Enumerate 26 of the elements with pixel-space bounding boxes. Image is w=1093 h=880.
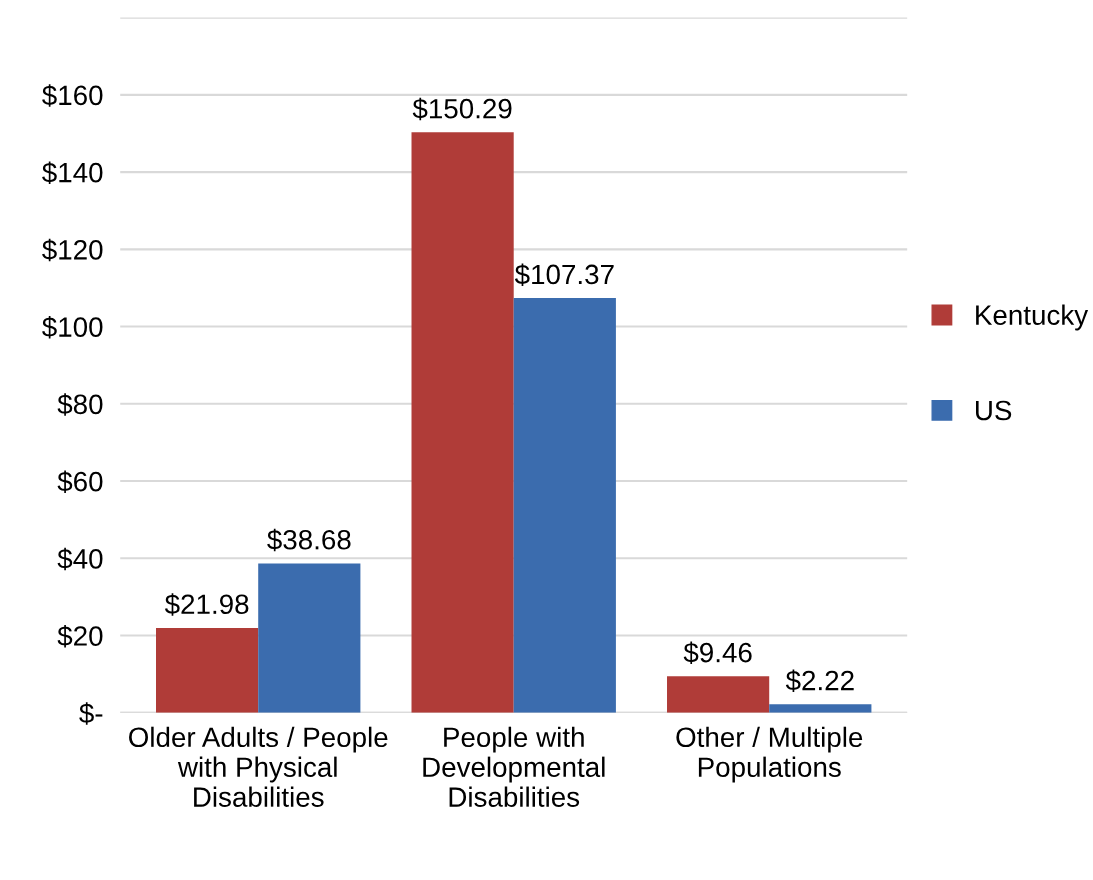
bar [769, 704, 872, 713]
y-tick-label: $60 [57, 470, 103, 494]
data-label: $2.22 [785, 669, 854, 693]
data-label: $150.29 [412, 97, 512, 121]
bar [667, 676, 770, 713]
y-tick-label: $120 [42, 238, 103, 262]
data-label: $21.98 [164, 593, 249, 616]
y-tick-label: $40 [57, 547, 103, 571]
y-tick-label: $160 [42, 84, 103, 107]
y-tick-label: $20 [57, 625, 103, 648]
y-tick-label: $80 [57, 393, 103, 416]
x-tick-label: Older Adults / People with Physical Disabilities [129, 726, 388, 807]
bar [258, 563, 361, 713]
bar [156, 627, 259, 713]
y-tick-label: $- [79, 702, 103, 725]
x-tick-label: People with Developmental Disabilities [423, 726, 605, 807]
data-label: $38.68 [267, 528, 351, 552]
y-tick-label: $140 [42, 161, 103, 185]
data-label: $107.37 [514, 263, 614, 286]
legend-label: Kentucky [976, 304, 1089, 331]
legend-label: US [976, 400, 1012, 421]
bar [411, 132, 514, 713]
data-label: $9.46 [683, 641, 752, 665]
y-tick-label: $100 [42, 316, 103, 339]
x-tick-label: Other / Multiple Populations [676, 726, 863, 783]
bar [513, 298, 616, 713]
